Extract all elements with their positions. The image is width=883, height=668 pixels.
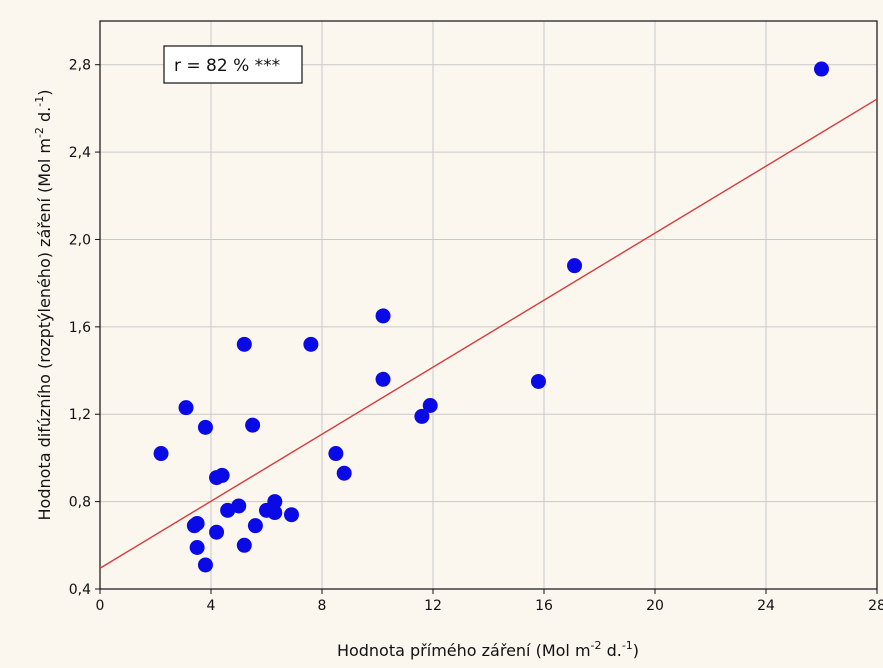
y-tick-label: 1,2 bbox=[69, 407, 91, 423]
x-tick-label: 16 bbox=[535, 598, 553, 614]
x-tick-label: 24 bbox=[757, 598, 775, 614]
correlation-label: r = 82 % *** bbox=[174, 56, 280, 76]
data-point bbox=[336, 465, 352, 481]
x-axis-title: Hodnota přímého záření (Mol m-2 d.-1) bbox=[337, 639, 639, 660]
data-point bbox=[328, 446, 344, 462]
data-point bbox=[236, 336, 252, 352]
data-point bbox=[245, 417, 261, 433]
plot-frame bbox=[99, 20, 878, 590]
data-point bbox=[247, 518, 263, 534]
data-points bbox=[153, 61, 829, 573]
y-tick-label: 1,6 bbox=[69, 320, 91, 336]
data-point bbox=[178, 400, 194, 416]
data-point bbox=[189, 515, 205, 531]
data-point bbox=[153, 446, 169, 462]
data-point bbox=[267, 494, 283, 510]
x-axis-ticks: 0 4 8 12 16 20 24 28 bbox=[96, 589, 883, 614]
x-tick-label: 20 bbox=[646, 598, 664, 614]
y-axis-title: Hodnota difúzního (rozptýleného) záření … bbox=[33, 90, 54, 521]
data-point bbox=[375, 308, 391, 324]
regression-line bbox=[99, 98, 878, 569]
data-point bbox=[414, 408, 430, 424]
data-point bbox=[197, 557, 213, 573]
x-tick-label: 8 bbox=[318, 598, 327, 614]
y-axis-ticks: 0,4 0,8 1,2 1,6 2,0 2,4 2,8 bbox=[69, 58, 100, 598]
data-point bbox=[530, 373, 546, 389]
y-tick-label: 0,8 bbox=[69, 495, 91, 511]
data-point bbox=[422, 397, 438, 413]
data-point bbox=[814, 61, 829, 77]
y-tick-label: 2,8 bbox=[69, 58, 91, 74]
data-point bbox=[567, 258, 583, 274]
x-tick-label: 4 bbox=[207, 598, 216, 614]
data-point bbox=[283, 507, 299, 523]
data-point bbox=[209, 524, 225, 540]
data-point bbox=[375, 371, 391, 387]
x-tick-label: 12 bbox=[424, 598, 442, 614]
y-tick-label: 2,0 bbox=[69, 232, 91, 248]
data-point bbox=[236, 537, 252, 553]
x-tick-label: 0 bbox=[96, 598, 105, 614]
annotation-box: r = 82 % *** bbox=[163, 45, 303, 84]
data-point bbox=[197, 419, 213, 435]
data-point bbox=[189, 539, 205, 555]
data-point bbox=[303, 336, 319, 352]
y-tick-label: 0,4 bbox=[69, 582, 91, 598]
data-point bbox=[267, 505, 283, 521]
data-point bbox=[214, 467, 230, 483]
data-point bbox=[231, 498, 247, 514]
x-tick-label: 28 bbox=[868, 598, 883, 614]
y-tick-label: 2,4 bbox=[69, 145, 91, 161]
grid bbox=[100, 21, 877, 589]
